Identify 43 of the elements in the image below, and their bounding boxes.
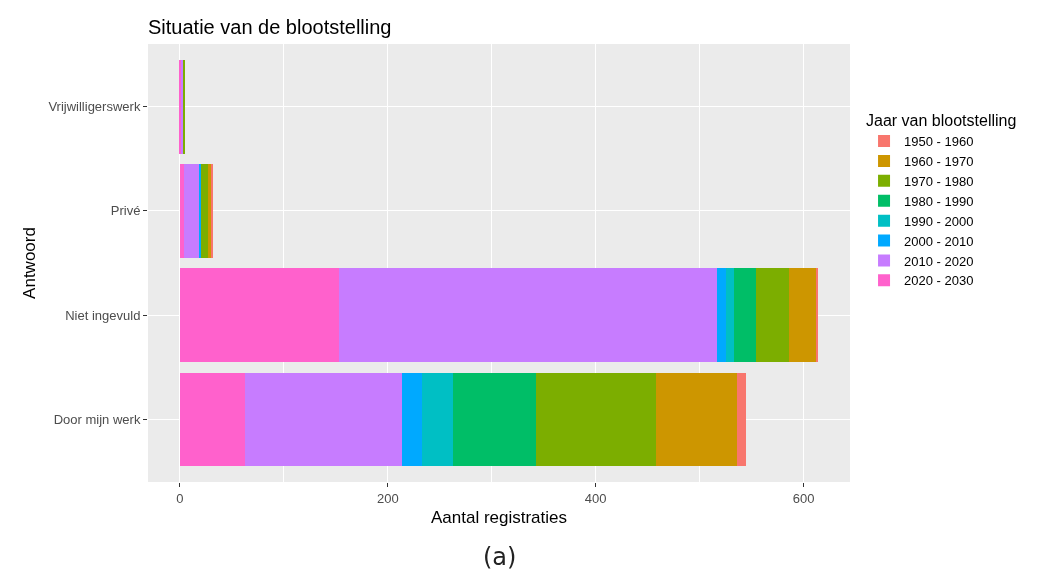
text: (a) xyxy=(483,543,517,571)
legend-label: 2010 - 2020 xyxy=(904,253,974,269)
bar xyxy=(536,372,656,467)
x-tick-label: 600 xyxy=(792,490,815,506)
x-tick-label: 200 xyxy=(376,490,399,506)
bar xyxy=(453,372,537,467)
bar xyxy=(402,372,423,467)
x-tick-label: 400 xyxy=(584,490,607,506)
legend-label: 2020 - 2030 xyxy=(904,273,974,289)
y-tick-label: Privé xyxy=(110,203,141,219)
bar xyxy=(733,268,756,363)
bar xyxy=(198,163,201,258)
bar xyxy=(655,372,738,467)
bar xyxy=(338,268,718,363)
y-tick-label: Niet ingevuld xyxy=(65,307,141,323)
bar xyxy=(422,372,454,467)
bar xyxy=(200,163,208,258)
bar xyxy=(179,372,246,467)
y-tick-label: Door mijn werk xyxy=(53,411,141,427)
bar xyxy=(737,372,747,467)
legend-label: 1980 - 1990 xyxy=(904,193,974,209)
bar xyxy=(717,268,726,363)
y-axis-title: Antwoord xyxy=(19,227,39,299)
chart-title: Situatie van de blootstelling xyxy=(148,16,392,39)
bar xyxy=(755,268,789,363)
legend-label: 1950 - 1960 xyxy=(904,134,974,150)
legend-label: 1970 - 1980 xyxy=(904,173,974,189)
bar xyxy=(179,268,339,363)
legend-label: 1990 - 2000 xyxy=(904,213,974,229)
bar xyxy=(788,268,817,363)
bar xyxy=(207,163,212,258)
legend-label: 1960 - 1970 xyxy=(904,154,974,170)
bar xyxy=(179,163,185,258)
legend-title: Jaar van blootstelling xyxy=(866,112,1017,130)
bar xyxy=(816,268,819,363)
bar xyxy=(725,268,734,363)
x-tick-label: 0 xyxy=(176,490,184,506)
y-tick-label: Vrijwilligerswerk xyxy=(48,99,141,115)
bar xyxy=(245,372,403,467)
bar xyxy=(184,163,199,258)
x-axis-title: Aantal registraties xyxy=(430,508,568,527)
legend-label: 2000 - 2010 xyxy=(904,233,974,249)
bar xyxy=(211,163,214,258)
